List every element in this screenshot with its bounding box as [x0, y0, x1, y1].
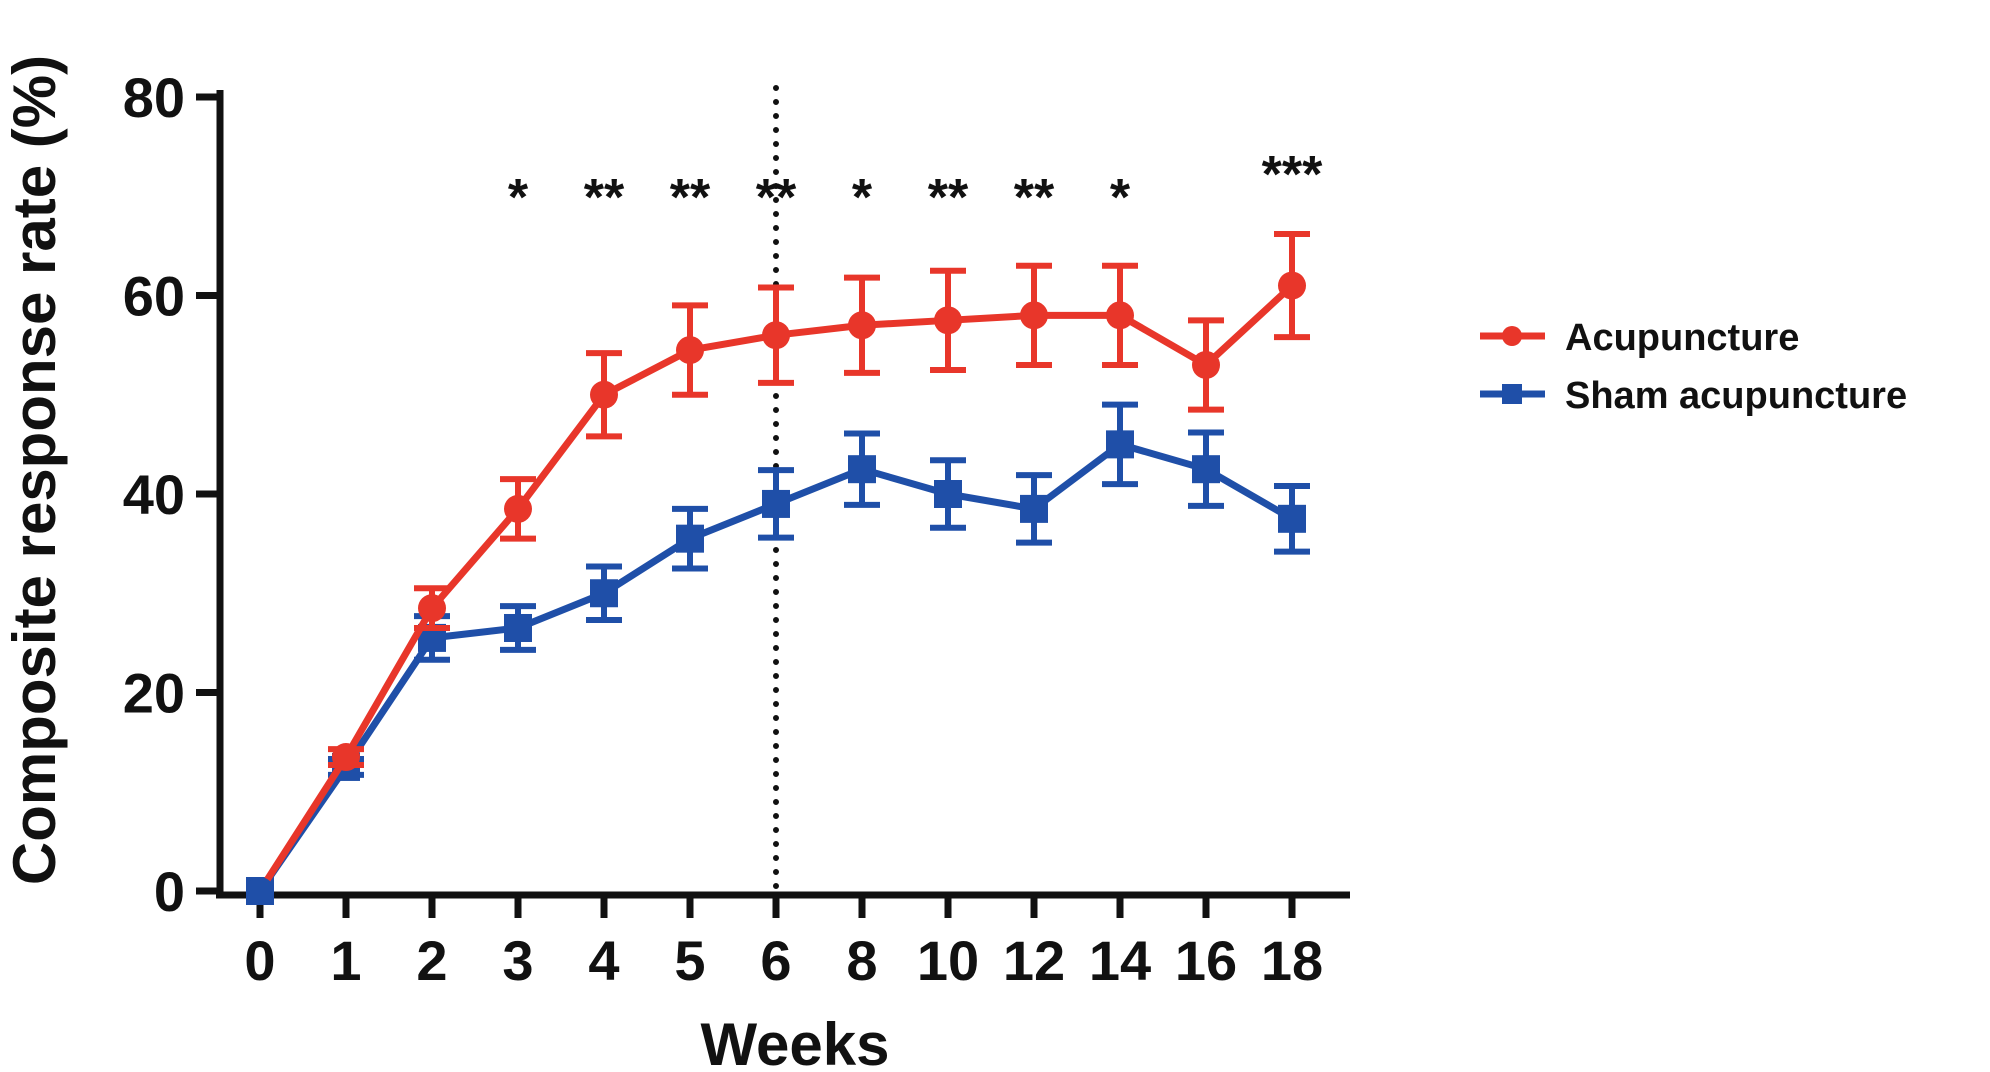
x-tick-label: 3: [502, 929, 533, 992]
data-point-sham-acupuncture: [848, 455, 876, 484]
data-point-acupuncture: [1020, 301, 1048, 330]
x-tick-label: 10: [917, 929, 979, 992]
y-tick-label: 40: [123, 463, 185, 526]
data-point-acupuncture: [418, 594, 446, 623]
data-point-acupuncture: [1192, 350, 1220, 379]
legend-item-sham-acupuncture: Sham acupuncture: [1480, 375, 1907, 417]
data-point-acupuncture: [1106, 301, 1134, 330]
data-point-sham-acupuncture: [934, 480, 962, 508]
significance-label: **: [1014, 169, 1055, 227]
legend-marker-acupuncture: [1502, 326, 1522, 346]
x-axis-title: Weeks: [700, 1011, 889, 1072]
data-point-sham-acupuncture: [762, 489, 790, 518]
significance-label: ***: [1262, 146, 1323, 204]
data-point-sham-acupuncture: [1020, 494, 1048, 523]
series-acupuncture: [246, 230, 1310, 905]
x-tick-label: 8: [846, 929, 877, 992]
y-ticks: 0 20 40 60 80: [123, 66, 220, 923]
x-tick-label: 5: [674, 929, 705, 992]
y-tick-label: 0: [154, 860, 185, 923]
data-point-sham-acupuncture: [590, 579, 618, 608]
x-ticks: 0 1 2 3 4 5 6 8 10 12 14 16 18: [244, 895, 1323, 992]
data-point-acupuncture: [1278, 271, 1306, 300]
y-axis-title: Composite response rate (%): [1, 55, 68, 885]
data-point-acupuncture: [934, 306, 962, 335]
y-tick-label: 20: [123, 662, 185, 725]
data-point-sham-acupuncture: [1106, 430, 1134, 459]
legend-label-sham-acupuncture: Sham acupuncture: [1565, 375, 1907, 417]
data-point-sham-acupuncture: [504, 613, 532, 642]
significance-label: *: [852, 169, 873, 227]
significance-label: **: [756, 169, 797, 227]
x-tick-label: 4: [588, 929, 619, 992]
data-point-sham-acupuncture: [1278, 504, 1306, 533]
y-tick-label: 60: [123, 265, 185, 328]
data-point-acupuncture: [332, 743, 360, 772]
x-tick-label: 0: [244, 929, 275, 992]
data-point-acupuncture: [848, 311, 876, 340]
legend-label-acupuncture: Acupuncture: [1565, 317, 1799, 359]
data-point-acupuncture: [246, 877, 274, 905]
data-point-sham-acupuncture: [1192, 455, 1220, 484]
y-tick-label: 80: [123, 66, 185, 129]
significance-label: *: [508, 169, 529, 227]
legend-item-acupuncture: Acupuncture: [1480, 317, 1799, 359]
x-tick-label: 6: [760, 929, 791, 992]
significance-label: **: [670, 169, 711, 227]
x-tick-label: 12: [1003, 929, 1065, 992]
series-layer: [246, 230, 1310, 905]
significance-label: *: [1110, 169, 1131, 227]
x-tick-label: 2: [416, 929, 447, 992]
data-point-acupuncture: [504, 494, 532, 523]
significance-label: **: [928, 169, 969, 227]
x-tick-label: 16: [1175, 929, 1237, 992]
significance-label: **: [584, 169, 625, 227]
data-point-sham-acupuncture: [676, 524, 704, 553]
legend-marker-sham-acupuncture: [1502, 384, 1522, 404]
data-point-acupuncture: [590, 380, 618, 409]
x-tick-label: 1: [330, 929, 361, 992]
data-point-acupuncture: [762, 321, 790, 350]
x-tick-label: 14: [1089, 929, 1151, 992]
x-tick-label: 18: [1261, 929, 1323, 992]
legend: Acupuncture Sham acupuncture: [1480, 317, 1907, 417]
significance-annotations: * ** ** ** * ** ** * ***: [508, 146, 1323, 227]
data-point-acupuncture: [676, 336, 704, 365]
